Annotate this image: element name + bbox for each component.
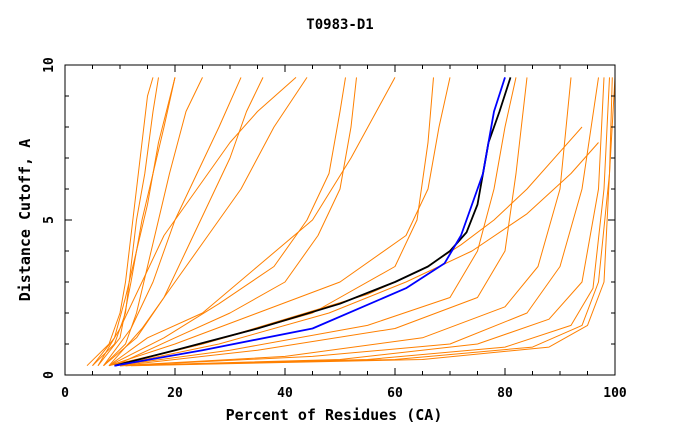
y-tick-label-0: 0 bbox=[42, 371, 57, 379]
x-tick-label-60: 60 bbox=[387, 386, 403, 401]
model-curve-12 bbox=[119, 77, 528, 367]
model-curve-4 bbox=[103, 77, 203, 367]
chart-title: T0983-D1 bbox=[306, 17, 373, 33]
model-curve-15 bbox=[119, 77, 605, 367]
model-curve-11 bbox=[114, 77, 517, 367]
model-curve-6 bbox=[108, 77, 308, 367]
model-curve-22 bbox=[103, 77, 264, 367]
axis-layer: 0 20 40 60 80 100 0 5 10 bbox=[42, 57, 627, 401]
x-tick-label-0: 0 bbox=[61, 386, 69, 401]
x-tick-label-80: 80 bbox=[497, 386, 513, 401]
x-axis-label: Percent of Residues (CA) bbox=[226, 406, 443, 424]
model-curve-10 bbox=[114, 77, 357, 367]
model-curve-23 bbox=[92, 77, 176, 367]
model-curve-5 bbox=[97, 77, 297, 366]
y-axis-label: Distance Cutoff, A bbox=[16, 139, 34, 302]
series-layer bbox=[86, 77, 616, 367]
model-curve-21 bbox=[108, 77, 346, 367]
model-curve-16 bbox=[125, 77, 610, 367]
y-tick-label-5: 5 bbox=[42, 216, 57, 224]
model-curve-13 bbox=[119, 77, 572, 367]
highlight-curve-25 bbox=[114, 77, 506, 367]
model-curve-0 bbox=[86, 77, 154, 367]
model-curve-14 bbox=[119, 77, 599, 367]
model-curve-7 bbox=[108, 77, 396, 367]
model-curve-8 bbox=[108, 77, 451, 367]
x-tick-label-100: 100 bbox=[603, 386, 627, 401]
y-tick-label-10: 10 bbox=[42, 57, 57, 73]
x-tick-label-20: 20 bbox=[167, 386, 183, 401]
model-curve-18 bbox=[130, 77, 616, 367]
x-tick-label-40: 40 bbox=[277, 386, 293, 401]
model-curve-2 bbox=[97, 77, 176, 367]
model-curve-1 bbox=[92, 77, 159, 367]
